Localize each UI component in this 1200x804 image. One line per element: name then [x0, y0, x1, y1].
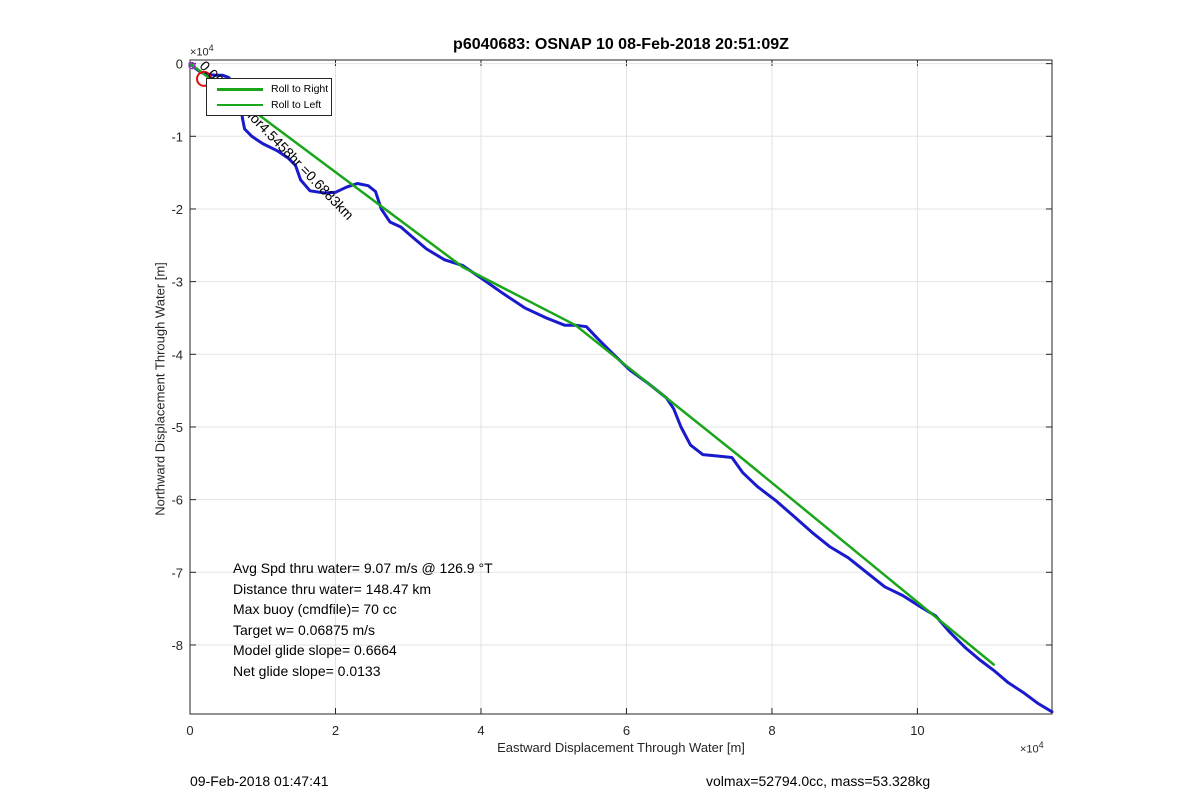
x-axis-multiplier: ×104 — [1020, 740, 1044, 756]
y-axis-label: Northward Displacement Through Water [m] — [152, 262, 168, 516]
chart-title: p6040683: OSNAP 10 08-Feb-2018 20:51:09Z — [453, 36, 789, 53]
x-tick-label: 2 — [332, 723, 339, 738]
legend-entry-roll-left: Roll to Left — [207, 97, 321, 113]
stat-target-w: Target w= 0.06875 m/s — [233, 621, 376, 638]
y-tick-label: -3 — [171, 275, 183, 290]
x-axis-label: Eastward Displacement Through Water [m] — [497, 740, 745, 755]
stat-net-glide-slope: Net glide slope= 0.0133 — [233, 662, 381, 679]
legend-entry-roll-right: Roll to Right — [207, 81, 328, 97]
footer-timestamp: 09-Feb-2018 01:47:41 — [190, 773, 329, 789]
x-tick-label: 10 — [910, 723, 924, 738]
plot-area — [190, 60, 1052, 714]
stat-max-buoy: Max buoy (cmdfile)= 70 cc — [233, 601, 397, 618]
y-tick-label: -8 — [171, 638, 183, 653]
y-tick-label: 0 — [176, 57, 183, 72]
axes-box — [189, 59, 1053, 715]
series-line-target — [188, 62, 996, 666]
y-tick-label: -2 — [171, 202, 183, 217]
chart-legend: Roll to Right Roll to Left — [206, 78, 332, 116]
stat-model-glide-slope: Model glide slope= 0.6664 — [233, 642, 397, 659]
y-axis-multiplier: ×104 — [190, 43, 214, 59]
summary-stats: Avg Spd thru water= 9.07 m/s @ 126.9 °T … — [233, 558, 493, 682]
x-tick-label: 4 — [477, 723, 484, 738]
legend-label-roll-left: Roll to Left — [271, 99, 322, 111]
series-line-track — [188, 62, 1054, 714]
stat-avg-speed: Avg Spd thru water= 9.07 m/s @ 126.9 °T — [233, 560, 493, 576]
stat-distance: Distance thru water= 148.47 km — [233, 580, 432, 597]
legend-swatch-roll-left — [217, 104, 263, 106]
x-tick-label: 0 — [186, 723, 193, 738]
x-tick-label: 6 — [623, 723, 630, 738]
footer-summary: volmax=52794.0cc, mass=53.328kg — [706, 773, 931, 789]
legend-label-roll-right: Roll to Right — [271, 83, 329, 95]
y-tick-label: -7 — [171, 565, 183, 580]
y-tick-label: -1 — [171, 129, 183, 144]
origin-marker — [188, 61, 196, 70]
y-tick-label: -5 — [171, 420, 183, 435]
x-tick-label: 8 — [768, 723, 775, 738]
y-tick-label: -6 — [171, 493, 183, 508]
legend-swatch-roll-right — [217, 87, 263, 91]
y-tick-label: -4 — [171, 347, 183, 362]
